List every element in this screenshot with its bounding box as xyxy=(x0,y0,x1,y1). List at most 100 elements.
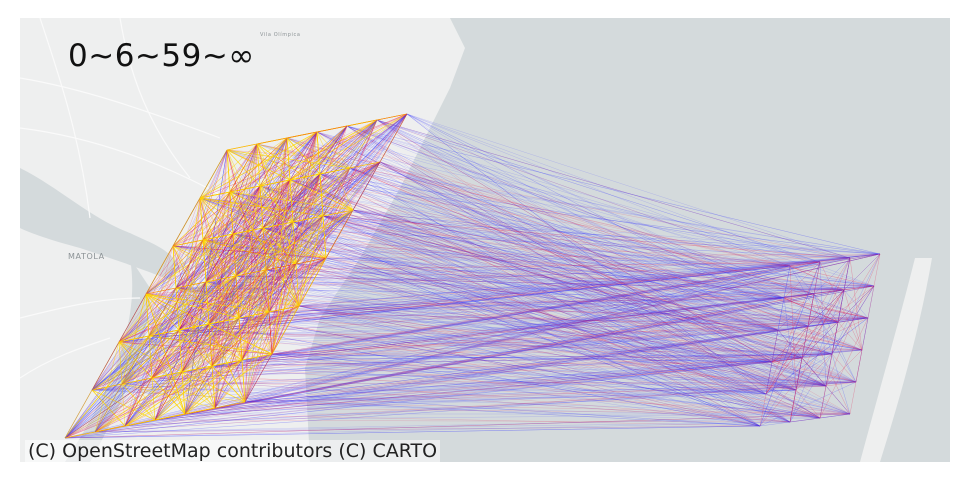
flow-line xyxy=(298,305,869,319)
flow-line xyxy=(91,317,869,391)
flow-line xyxy=(268,257,851,313)
attribution-text: (C) OpenStreetMap contributors (C) CARTO xyxy=(25,440,441,462)
flow-line xyxy=(151,377,791,423)
flow-line xyxy=(244,173,321,403)
flow-line xyxy=(777,329,827,387)
flow-lines xyxy=(64,113,881,439)
flow-line xyxy=(316,131,791,423)
flow-line xyxy=(765,261,821,395)
flow-line xyxy=(205,221,294,283)
flow-line xyxy=(238,261,821,319)
flow-line xyxy=(64,381,857,439)
flow-line xyxy=(235,275,845,291)
flow-line xyxy=(121,325,809,385)
flow-line xyxy=(178,329,827,387)
flow-line xyxy=(208,323,273,355)
flow-line xyxy=(265,269,875,287)
flow-line xyxy=(145,293,240,319)
flow-line xyxy=(322,215,791,423)
flow-line xyxy=(316,131,869,319)
flow-line xyxy=(118,239,204,343)
flow-line xyxy=(376,119,809,327)
flow-line xyxy=(244,381,857,403)
flow-line xyxy=(271,353,821,419)
flow-line xyxy=(178,317,869,331)
flow-line xyxy=(211,365,246,403)
flow-line xyxy=(759,381,857,427)
flow-line xyxy=(211,317,869,367)
flow-line xyxy=(765,257,851,395)
flow-line xyxy=(789,357,803,423)
flow-line xyxy=(352,209,815,295)
flow-line xyxy=(298,305,761,427)
legend-title: 0~6~59~∞ xyxy=(68,38,255,74)
flow-line xyxy=(406,113,767,395)
flow-line xyxy=(789,289,845,423)
map-canvas[interactable]: MATOLA Vila Olímpica 0~6~59~∞ (C) OpenSt… xyxy=(20,18,950,462)
flow-line xyxy=(843,257,851,291)
flow-line xyxy=(91,167,351,391)
flow-line xyxy=(265,261,821,271)
flow-line xyxy=(121,253,881,385)
flow-line xyxy=(124,297,785,427)
flow-line xyxy=(148,335,821,419)
flow-line xyxy=(199,197,779,331)
flow-line xyxy=(232,233,863,351)
flow-line xyxy=(322,215,833,355)
flow-line xyxy=(181,371,791,423)
flow-line xyxy=(316,131,791,267)
flow-line xyxy=(118,261,821,343)
flow-line xyxy=(325,257,827,387)
flow-line xyxy=(783,297,839,323)
flow-line xyxy=(64,413,851,439)
flow-line xyxy=(226,149,803,359)
flow-line xyxy=(759,261,821,427)
flow-line xyxy=(831,353,857,383)
flow-line xyxy=(232,233,815,295)
basemap: MATOLA Vila Olímpica xyxy=(20,18,950,462)
flow-line xyxy=(765,317,869,395)
flow-line xyxy=(322,215,779,331)
flow-line xyxy=(118,261,821,343)
flow-line xyxy=(175,287,270,313)
flow-line xyxy=(175,287,785,299)
flow-line xyxy=(214,185,261,409)
river-water xyxy=(65,258,150,462)
flow-line xyxy=(783,261,821,299)
flow-line xyxy=(241,317,869,361)
flow-line xyxy=(241,359,857,383)
flow-line xyxy=(298,253,881,307)
flow-line xyxy=(777,329,851,415)
flow-line xyxy=(214,407,851,415)
flow-line xyxy=(349,167,803,359)
flow-line xyxy=(232,233,863,351)
flow-line xyxy=(765,353,833,395)
flow-line xyxy=(271,317,869,355)
flow-line xyxy=(289,179,803,359)
flow-line xyxy=(352,209,869,319)
flow-line xyxy=(262,227,857,383)
flow-line xyxy=(178,253,881,331)
flow-line xyxy=(172,245,761,427)
flow-line xyxy=(298,305,869,319)
flow-line xyxy=(64,425,761,439)
flow-line xyxy=(235,275,857,383)
flow-line xyxy=(214,381,857,409)
flow-line xyxy=(154,285,875,421)
flow-line xyxy=(235,275,809,327)
flow-line xyxy=(211,365,821,419)
flow-line xyxy=(205,281,827,387)
flow-line xyxy=(259,185,845,291)
flow-line xyxy=(831,285,875,355)
flow-line xyxy=(406,113,809,327)
flow-line xyxy=(765,265,791,395)
flow-line xyxy=(232,233,779,331)
flow-line xyxy=(376,119,839,323)
flow-line xyxy=(271,353,767,395)
flow-line xyxy=(64,357,803,439)
flow-line xyxy=(91,245,174,391)
flow-line xyxy=(265,269,821,419)
flow-line xyxy=(789,265,845,291)
flow-line xyxy=(265,269,270,313)
flow-line xyxy=(349,167,785,299)
